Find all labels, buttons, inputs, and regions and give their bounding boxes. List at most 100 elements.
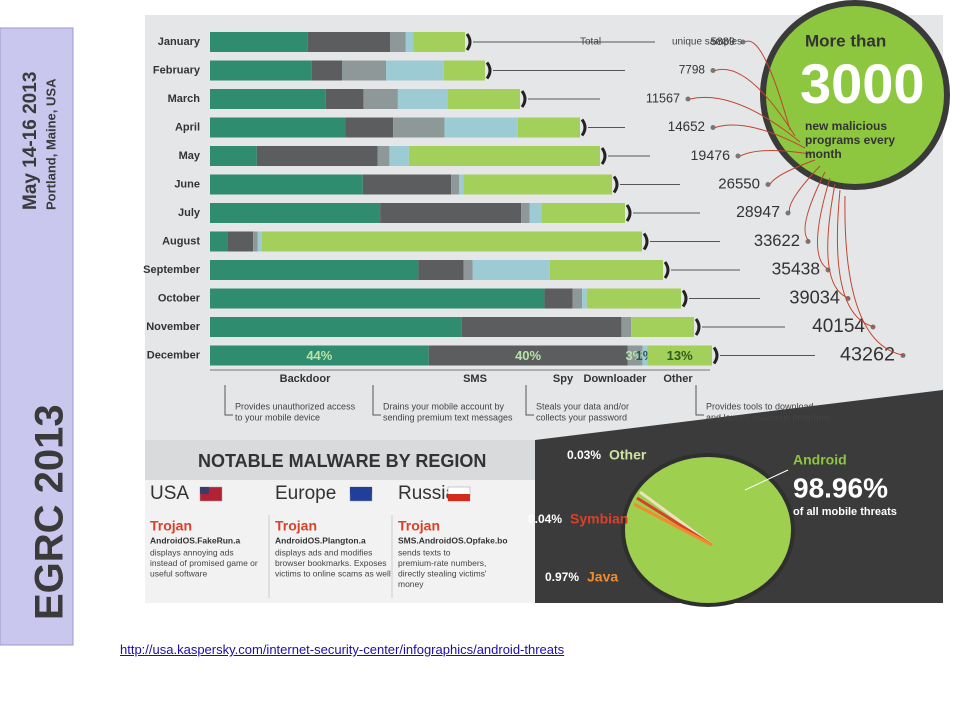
sidebar: [0, 27, 74, 646]
flag-band: [448, 494, 470, 501]
bar-segment: [444, 117, 518, 138]
bar-segment: [544, 288, 573, 309]
bar-segment: [210, 260, 419, 280]
total-note-suffix: unique samples: [672, 37, 742, 48]
bar-segment: [210, 231, 228, 252]
malware-description: victims to online scams as well: [275, 568, 391, 578]
month-label: December: [147, 349, 201, 361]
month-label: May: [179, 150, 201, 162]
bar-segment: [363, 89, 398, 109]
bar-cap: [712, 346, 719, 365]
segment-description: to your mobile device: [235, 412, 320, 422]
segment-label: 13%: [667, 348, 693, 363]
flag-band: [200, 487, 209, 494]
month-label: June: [174, 178, 200, 190]
bar-segment: [463, 260, 473, 280]
callout-text: month: [805, 147, 842, 161]
bar-cap: [694, 318, 701, 336]
flag-band: [350, 487, 372, 494]
malware-name: AndroidOS.Plangton.a: [275, 535, 366, 545]
bar-segment: [386, 60, 444, 81]
pointer: [633, 502, 713, 547]
segment-description: Provides unauthorized access: [235, 401, 356, 411]
bar-segment: [549, 260, 663, 280]
bar-segment: [362, 174, 452, 195]
bar-segment: [325, 89, 364, 109]
callout-text: new malicious: [805, 119, 887, 133]
bar-cap: [642, 232, 649, 251]
total-value: 39034: [789, 287, 840, 307]
minor-share: 0.03%: [567, 448, 601, 462]
connector: [689, 96, 801, 143]
bar-segment: [389, 146, 409, 166]
threat-type: Trojan: [275, 518, 317, 534]
bar-segment: [461, 317, 622, 337]
bracket: [695, 385, 704, 416]
malware-description: displays annoying ads: [150, 547, 234, 557]
bar-segment: [542, 203, 625, 223]
bar-segment: [210, 203, 381, 223]
bar-segment: [443, 60, 485, 81]
bar-segment: [345, 117, 394, 138]
malware-name: AndroidOS.FakeRun.a: [150, 535, 240, 545]
bracket: [525, 385, 534, 416]
source-link[interactable]: http://usa.kaspersky.com/internet-securi…: [120, 642, 565, 657]
month-label: April: [175, 121, 200, 133]
leader-dot: [735, 153, 741, 159]
platform-leader: [744, 469, 789, 491]
bar-cap: [485, 61, 492, 80]
malware-description: sends texts to: [398, 547, 451, 557]
malware-description: browser bookmarks. Exposes: [275, 558, 387, 568]
bar-segment: [451, 174, 460, 195]
malware-name: SMS.AndroidOS.Opfake.bo: [398, 535, 508, 545]
segment-description: Drains your mobile account by: [383, 401, 505, 411]
bar-cap: [612, 175, 619, 194]
month-label: November: [146, 321, 201, 333]
segment-label: 3%: [626, 348, 645, 363]
region-header: [145, 440, 535, 480]
segment-label: 40%: [515, 348, 541, 363]
connector: [744, 40, 791, 131]
segment-description: sending premium text messages: [383, 412, 513, 422]
total-value: 5889: [711, 36, 735, 48]
connector: [817, 177, 831, 271]
region-title: NOTABLE MALWARE BY REGION: [198, 451, 486, 471]
bar-segment: [408, 146, 600, 166]
month-label: July: [178, 207, 201, 219]
bar-cap: [681, 289, 688, 308]
month-label: March: [168, 93, 201, 105]
leader-dot: [740, 39, 746, 45]
minor-name: Java: [587, 569, 618, 585]
bar-segment: [210, 174, 363, 195]
bar-segment: [210, 288, 545, 309]
bar-segment: [631, 317, 694, 337]
threat-type: Trojan: [150, 518, 192, 534]
bar-segment: [257, 231, 262, 252]
callout-lead: More than: [805, 31, 886, 50]
platform-note: of all mobile threats: [793, 506, 897, 518]
legend-label: Spy: [553, 373, 574, 385]
month-label: October: [158, 292, 201, 304]
bar-segment: [463, 174, 612, 195]
bar-segment: [397, 89, 448, 109]
bar-cap: [520, 90, 527, 108]
month-label: September: [143, 264, 201, 276]
region-name: Europe: [275, 483, 336, 504]
total-value: 43262: [840, 344, 895, 366]
total-value: 40154: [812, 316, 865, 337]
legend-label: Downloader: [584, 373, 648, 385]
bar-segment: [307, 32, 391, 52]
total-note-prefix: Total: [580, 37, 601, 48]
total-value: 28947: [736, 204, 780, 221]
bar-segment: [253, 231, 258, 252]
bar-segment: [210, 60, 312, 81]
segment-label: 44%: [306, 348, 332, 363]
event-location: Portland, Maine, USA: [43, 78, 58, 210]
minor-name: Symbian: [570, 511, 628, 527]
leader-dot: [805, 239, 811, 244]
bar-segment: [529, 203, 542, 223]
bar-segment: [210, 146, 257, 166]
callout-number: 3000: [800, 52, 925, 115]
